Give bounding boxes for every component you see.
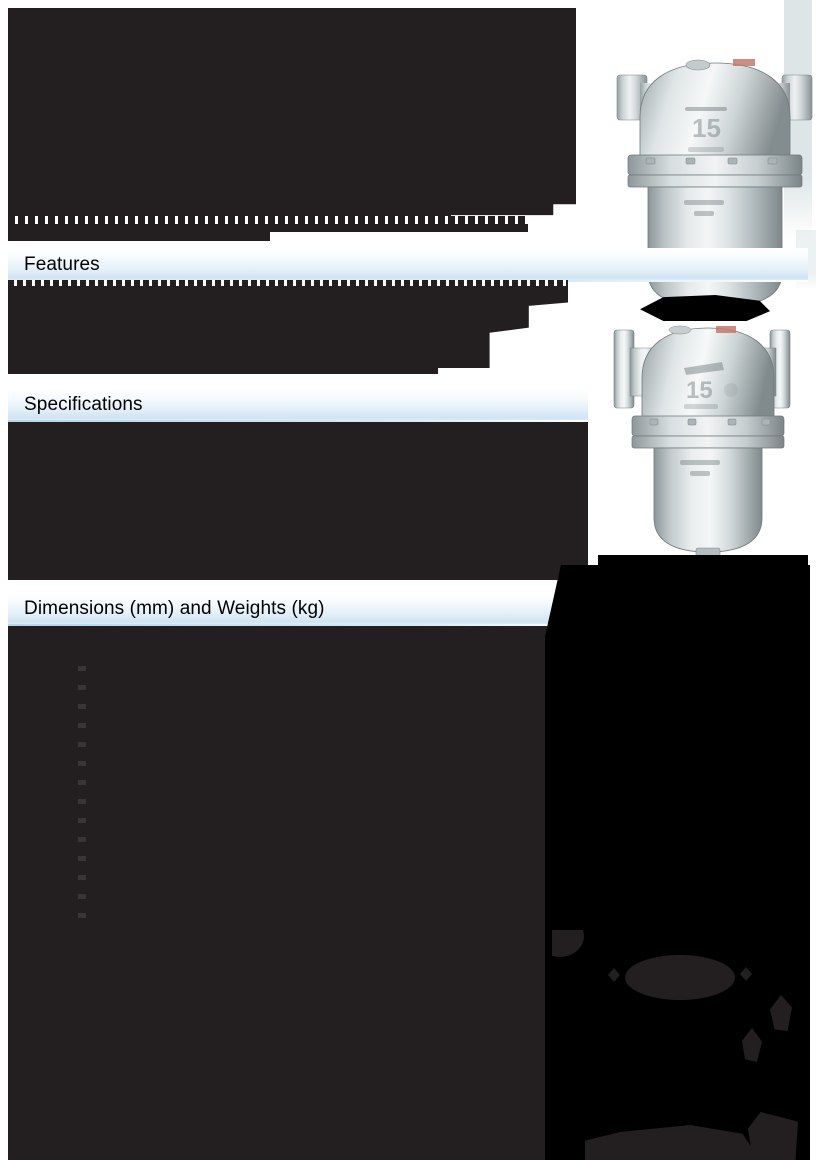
redacted-photo1-base <box>640 295 770 321</box>
redacted-island-c <box>740 967 752 981</box>
redacted-drawing-area-lower-left <box>8 1100 378 1160</box>
redacted-intro-line-a <box>8 222 528 232</box>
redacted-drawing-area-right <box>545 565 810 1160</box>
svg-text:15: 15 <box>692 113 721 143</box>
product-photo-flanged: 15 <box>613 325 791 561</box>
svg-text:15: 15 <box>686 377 713 404</box>
redacted-intro-ragged-edge <box>8 216 528 224</box>
redacted-island-d <box>770 995 792 1031</box>
redacted-notes-column <box>375 1060 555 1160</box>
redacted-dimensions-values <box>8 626 590 928</box>
redacted-island-b <box>608 968 620 982</box>
section-header-features: Features <box>8 248 808 282</box>
redacted-island-e <box>742 1028 762 1062</box>
redacted-features-line <box>8 366 438 374</box>
section-title-dimensions: Dimensions (mm) and Weights (kg) <box>24 598 325 619</box>
product-photo-screwed: 15 <box>616 59 813 318</box>
row-tick-marks <box>78 652 86 924</box>
redacted-intro-block <box>8 8 576 226</box>
section-header-dimensions: Dimensions (mm) and Weights (kg) <box>8 592 588 626</box>
section-header-specifications: Specifications <box>8 388 588 422</box>
section-title-features: Features <box>24 254 100 275</box>
redacted-intro-line-b <box>8 232 270 241</box>
redacted-photo-overlay-upper <box>598 555 808 625</box>
redacted-features-block <box>8 284 568 368</box>
redacted-island-g <box>748 1112 798 1160</box>
redacted-specifications-values <box>8 422 588 580</box>
redacted-island-a <box>625 955 735 1000</box>
redacted-features-ragged-edge <box>8 280 568 286</box>
section-title-specifications: Specifications <box>24 394 143 415</box>
